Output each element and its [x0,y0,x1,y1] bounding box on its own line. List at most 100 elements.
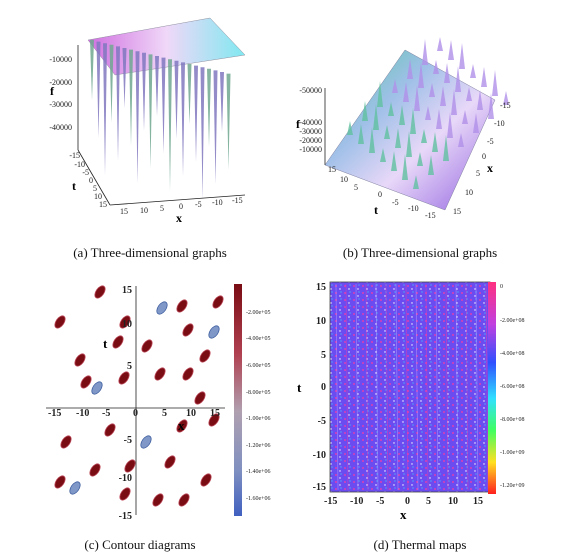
f-tick: -10000 [49,55,72,64]
panel-b-3d-surface: -50000 -40000 -30000 -20000 -10000 15 10… [280,0,561,230]
contour-blob [212,295,224,309]
surface-spike [103,43,107,176]
x-tick: 5 [162,408,167,419]
surface-spike [213,70,218,185]
x-tick: 5 [426,496,431,507]
x-tick: 0 [179,202,183,211]
contour-blob [119,315,131,329]
x-axis-label: x [400,507,407,522]
thermal-streaks [335,283,489,491]
f-axis-label: f [50,84,55,98]
colorbar-tick: -1.40e+06 [246,469,271,475]
surface-spike [200,67,205,200]
t-tick: 10 [94,192,102,201]
surface-spike [428,155,434,175]
x-tick: -15 [324,496,337,507]
thermal-streak [455,283,459,491]
surface-spike [194,65,198,162]
contour-blob [208,325,220,339]
surface-spike [429,83,435,97]
surface-spike [395,128,401,148]
thermal-streak [355,283,359,491]
panel-c-contour: -15 -10 -5 0 5 10 15 15 10 5 -5 -10 -15 … [0,270,280,530]
x-tick: 15 [473,496,483,507]
surface-spike [168,59,172,192]
t-tick: 0 [378,190,382,199]
x-tick: 5 [160,204,164,213]
surface-spike [220,72,224,132]
surface-spike [155,56,159,116]
surface-spike [447,112,453,138]
surface-spike [444,63,450,83]
contour-blob [176,419,188,433]
f-axis-label: f [296,117,301,131]
contour-blob [194,391,206,405]
t-tick: 5 [321,350,326,361]
x-tick: 10 [465,188,473,197]
surface-spike [392,79,398,93]
surface-spike [470,64,476,78]
contour-blob [124,459,136,473]
x-tick: 0 [482,152,486,161]
colorbar-tick: 0 [500,284,503,290]
x-tick: 15 [453,207,461,216]
x-axis [109,194,246,206]
surface-spike [407,59,413,79]
surface-spike [433,60,439,74]
t-axis-label: t [374,203,378,217]
surface-spike [148,54,153,169]
f-tick: -50000 [299,86,322,95]
f-tick: -40000 [49,123,72,132]
x-tick: 10 [186,408,196,419]
surface-spike [473,113,479,133]
surface-spike [373,104,379,130]
surface-spike [187,64,192,124]
surface-spike [388,102,394,116]
thermal-streak [365,283,369,491]
contour-blob [54,315,66,329]
surface-spike [129,49,133,146]
x-tick: 0 [405,496,410,507]
colorbar-tick: -1.60e+06 [246,496,271,502]
contour-blob [182,367,194,381]
caption-c: (c) Contour diagrams [84,537,196,552]
contour-blob [199,349,211,363]
f-tick: -10000 [299,145,322,154]
surface-spike [380,148,386,162]
caption-b: (b) Three-dimensional graphs [342,245,498,260]
thermal-streak [385,283,389,491]
contour-blob [91,381,103,395]
x-tick: 0 [133,408,138,419]
x-tick: -10 [494,119,505,128]
contour-blob [104,423,116,437]
caption-d: (d) Thermal maps [373,537,467,552]
surface-spike [226,73,231,170]
f-tick: -20000 [49,78,72,87]
t-tick: 15 [328,165,336,174]
t-tick: -15 [425,211,436,220]
panel-a-svg: -10000 -20000 -30000 -40000 -15 -10 -5 0… [49,17,246,225]
surface-spike [421,129,427,143]
colorbar-tick: -4.00e+05 [246,336,271,342]
thermal-streak [435,283,439,491]
t-tick: 0 [321,382,326,393]
surface-spike [436,109,442,129]
contour-blob [112,335,124,349]
x-axis-label: x [487,161,493,175]
t-tick: 10 [340,175,348,184]
surface-spike [96,41,101,138]
contour-blob [69,481,81,495]
t-tick: -5 [124,435,132,446]
x-tick: -5 [376,496,384,507]
f-tick: -30000 [49,100,72,109]
contour-blob [141,339,153,353]
t-tick: -10 [119,473,132,484]
t-axis-label: t [297,380,302,395]
surface-spike [477,90,483,110]
t-tick: -5 [82,168,89,177]
colorbar-tick: -2.00e+05 [246,310,271,316]
surface-spike [90,40,94,100]
surface-spike [425,106,431,120]
thermal-streak [445,283,449,491]
panel-a-3d-surface: -10000 -20000 -30000 -40000 -15 -10 -5 0… [0,0,280,230]
